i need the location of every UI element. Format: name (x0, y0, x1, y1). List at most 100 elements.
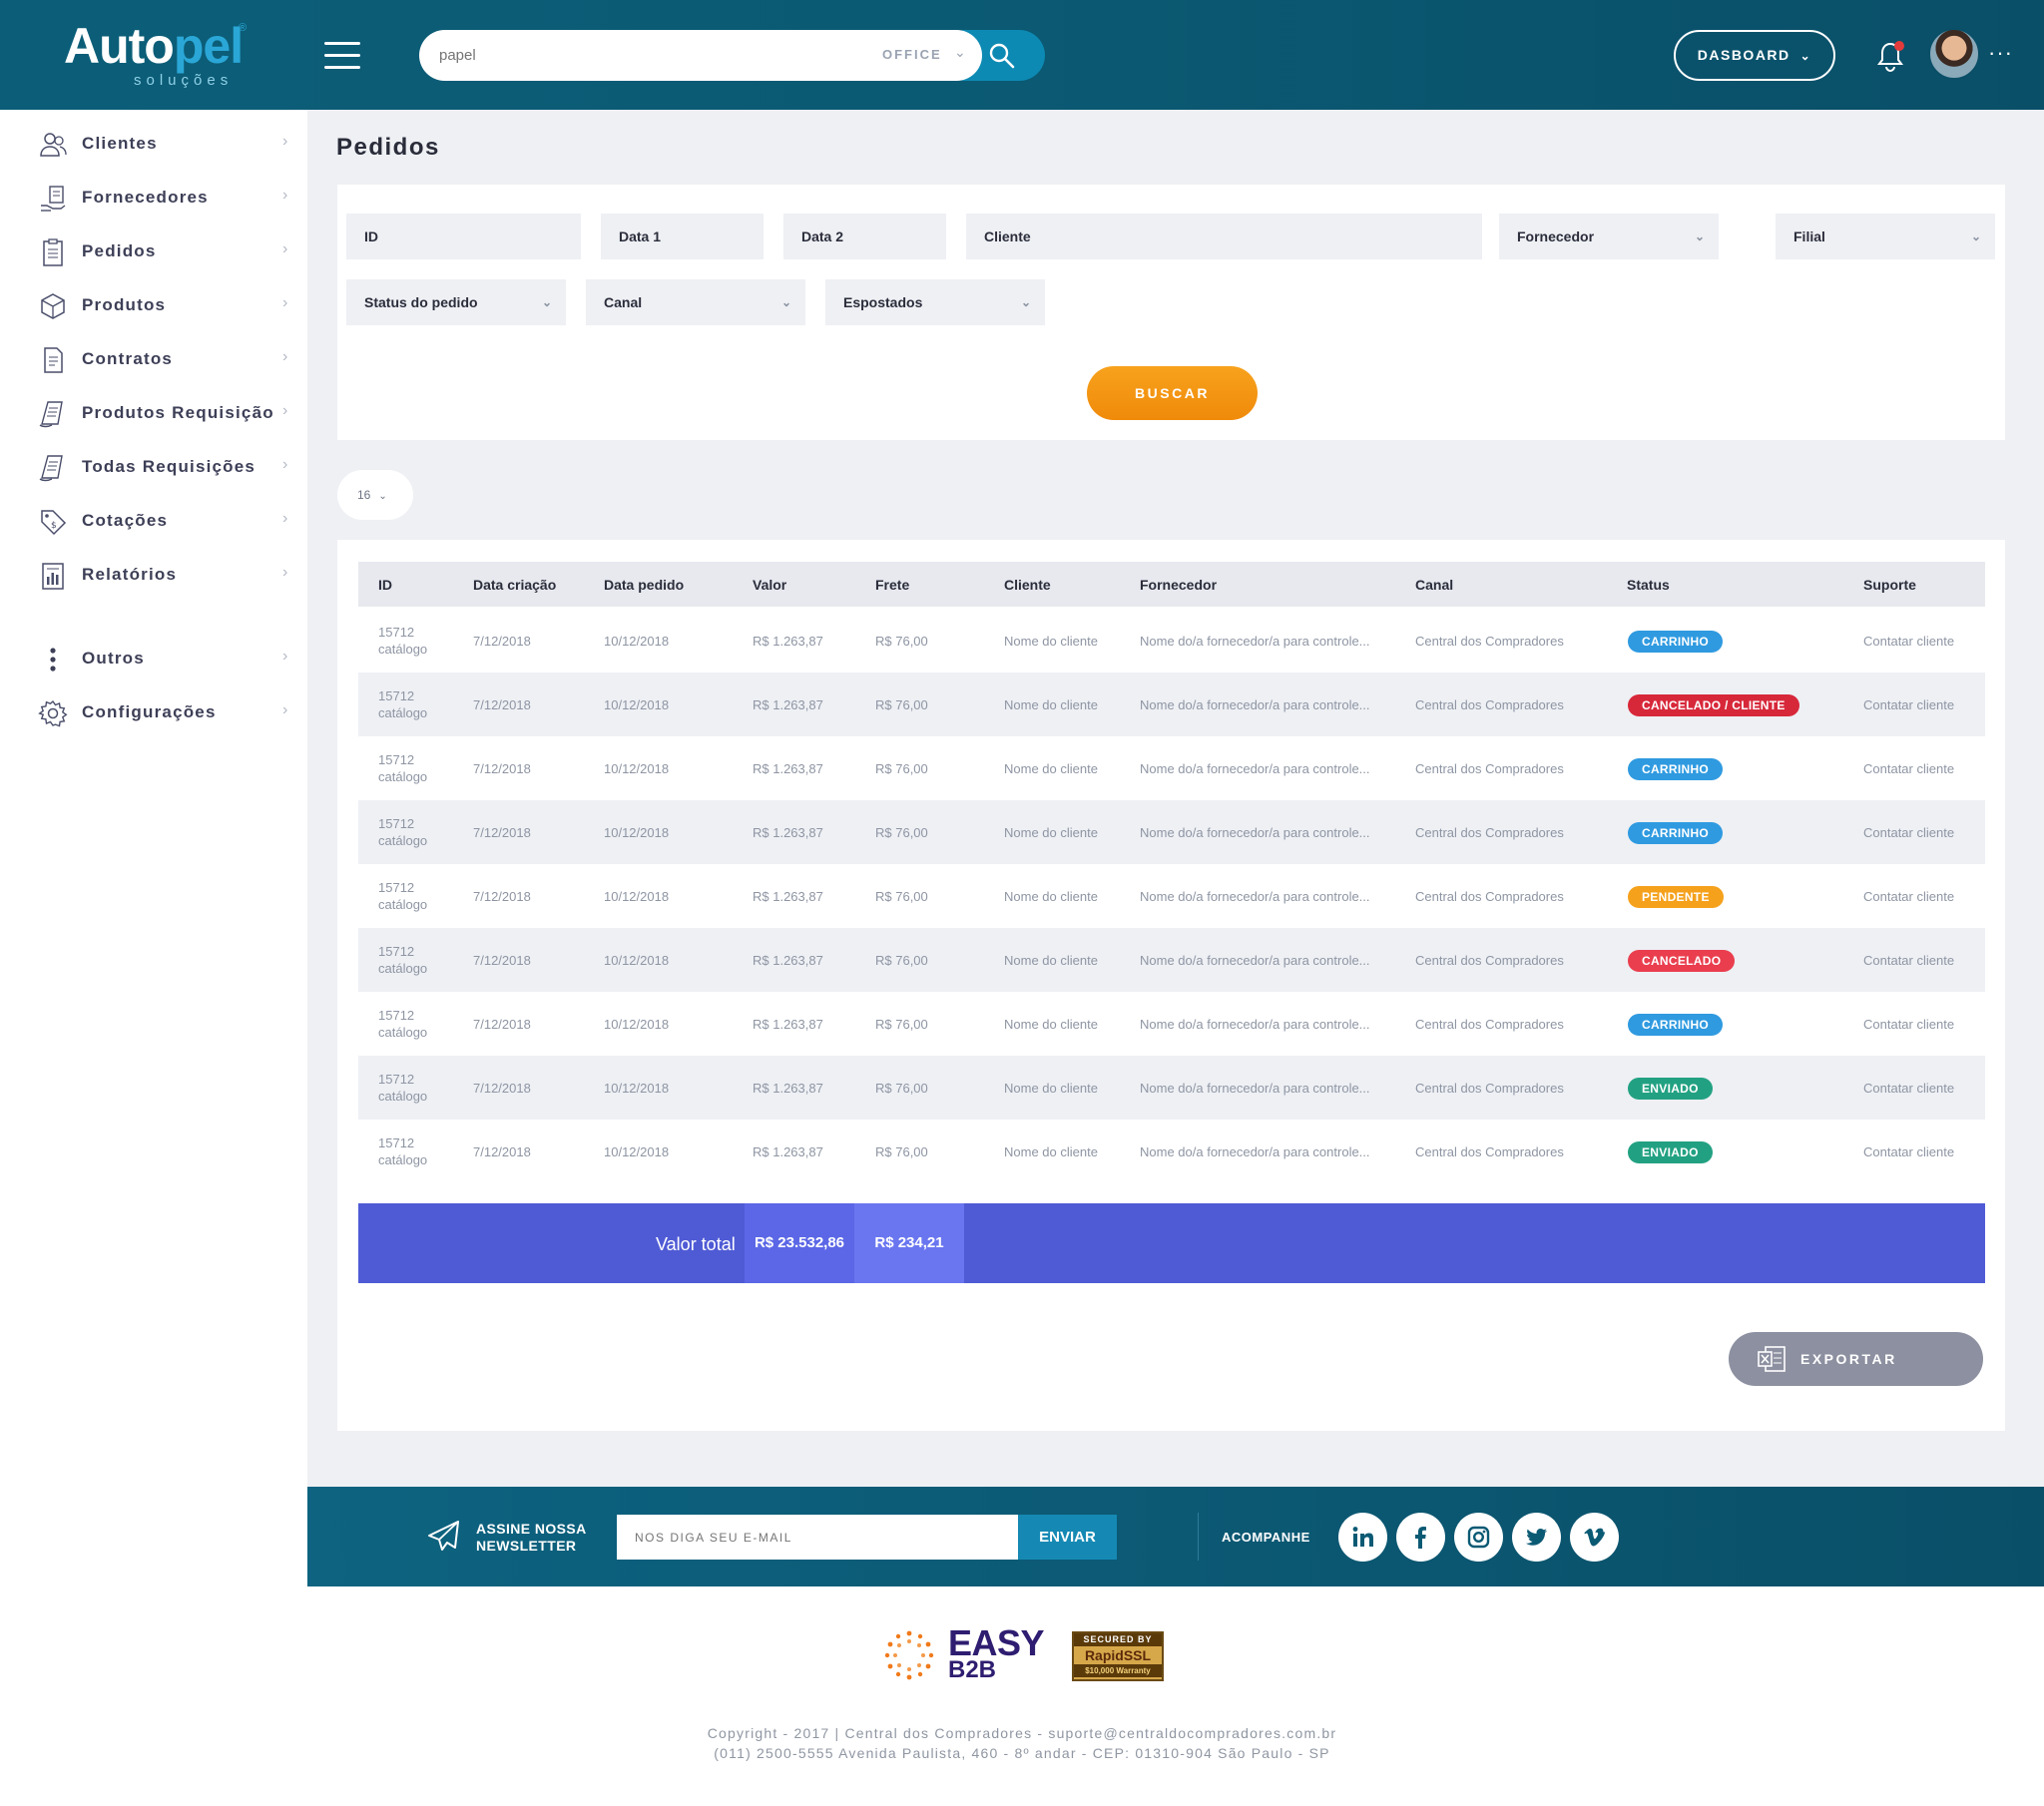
cell-cliente: Nome do cliente (1004, 1144, 1098, 1159)
filial-filter-select[interactable]: Filial ⌄ (1776, 214, 1995, 259)
order-type: catálogo (378, 897, 428, 912)
sidebar-item-produtos-requisicao[interactable]: Produtos Requisição › (0, 388, 307, 438)
header-id[interactable]: ID (378, 577, 392, 593)
chevron-down-icon: ⌄ (378, 491, 387, 502)
gear-icon (38, 699, 68, 727)
cliente-filter-label: Cliente (984, 228, 1031, 244)
order-id: 15712 (378, 944, 415, 959)
table-row[interactable]: 15712 catálogo 7/12/2018 10/12/2018 R$ 1.263… (358, 1056, 1985, 1120)
sidebar-item-clientes[interactable]: Clientes › (0, 119, 307, 169)
buscar-button[interactable]: BUSCAR (1087, 366, 1258, 420)
table-row[interactable]: 15712 catálogo 7/12/2018 10/12/2018 R$ 1.263… (358, 1120, 1985, 1183)
sidebar-item-label: Fornecedores (82, 188, 209, 207)
cell-fornecedor: Nome do/a fornecedor/a para controle... (1140, 1081, 1370, 1096)
sidebar-item-produtos[interactable]: Produtos › (0, 280, 307, 330)
contact-client-link[interactable]: Contatar cliente (1863, 1017, 1955, 1032)
contact-client-link[interactable]: Contatar cliente (1863, 825, 1955, 840)
sidebar-item-contratos[interactable]: Contratos › (0, 334, 307, 384)
sidebar-item-todas-requisicoes[interactable]: Todas Requisições › (0, 442, 307, 492)
chevron-right-icon: › (282, 240, 288, 257)
status-badge: ENVIADO (1628, 1078, 1713, 1100)
contact-client-link[interactable]: Contatar cliente (1863, 953, 1955, 968)
instagram-icon[interactable] (1454, 1513, 1503, 1562)
linkedin-icon[interactable] (1338, 1513, 1387, 1562)
sidebar-item-configuracoes[interactable]: Configurações › (0, 687, 307, 737)
total-frete: R$ 234,21 (854, 1203, 964, 1283)
newsletter-submit-button[interactable]: ENVIAR (1018, 1515, 1117, 1560)
contact-client-link[interactable]: Contatar cliente (1863, 697, 1955, 712)
sidebar-item-label: Produtos Requisição (82, 403, 274, 422)
status-badge: CANCELADO / CLIENTE (1628, 694, 1799, 716)
table-row[interactable]: 15712 catálogo 7/12/2018 10/12/2018 R$ 1.263… (358, 673, 1985, 736)
order-id-cell: 15712 catálogo (378, 751, 427, 785)
table-row[interactable]: 15712 catálogo 7/12/2018 10/12/2018 R$ 1.263… (358, 992, 1985, 1056)
status-filter-select[interactable]: Status do pedido ⌄ (346, 279, 566, 325)
facebook-icon[interactable] (1396, 1513, 1445, 1562)
vimeo-icon[interactable] (1570, 1513, 1619, 1562)
order-type: catálogo (378, 769, 428, 784)
rapidssl-badge[interactable]: SECURED BY RapidSSL $10,000 Warranty (1072, 1631, 1164, 1681)
table-row[interactable]: 15712 catálogo 7/12/2018 10/12/2018 R$ 1.263… (358, 800, 1985, 864)
cliente-filter-input[interactable]: Cliente (966, 214, 1482, 259)
contact-client-link[interactable]: Contatar cliente (1863, 1144, 1955, 1159)
contact-client-link[interactable]: Contatar cliente (1863, 1081, 1955, 1096)
data2-filter-input[interactable]: Data 2 (783, 214, 946, 259)
dashboard-dropdown[interactable]: DASBOARD ⌄ (1674, 30, 1835, 81)
sidebar-item-fornecedores[interactable]: Fornecedores › (0, 173, 307, 223)
canal-filter-select[interactable]: Canal ⌄ (586, 279, 805, 325)
cell-fornecedor: Nome do/a fornecedor/a para controle... (1140, 697, 1370, 712)
twitter-icon[interactable] (1512, 1513, 1561, 1562)
header-cliente[interactable]: Cliente (1004, 577, 1051, 593)
header-valor[interactable]: Valor (753, 577, 787, 593)
table-row[interactable]: 15712 catálogo 7/12/2018 10/12/2018 R$ 1.263… (358, 609, 1985, 673)
export-orders-button[interactable]: EXPORTAR PEDIDOS (1729, 1332, 1983, 1421)
more-options-icon[interactable]: ··· (1988, 40, 2013, 65)
contact-client-link[interactable]: Contatar cliente (1863, 889, 1955, 904)
sidebar-item-cotacoes[interactable]: $ Cotações › (0, 496, 307, 546)
data1-filter-input[interactable]: Data 1 (601, 214, 764, 259)
search-input[interactable] (419, 30, 982, 81)
espostados-filter-select[interactable]: Espostados ⌄ (825, 279, 1045, 325)
per-page-select[interactable]: 16 ⌄ (337, 470, 413, 520)
hamburger-menu-icon[interactable] (324, 42, 360, 70)
header-frete[interactable]: Frete (875, 577, 910, 593)
contact-client-link[interactable]: Contatar cliente (1863, 761, 1955, 776)
order-id: 15712 (378, 880, 415, 895)
table-row[interactable]: 15712 catálogo 7/12/2018 10/12/2018 R$ 1.263… (358, 864, 1985, 928)
cell-fornecedor: Nome do/a fornecedor/a para controle... (1140, 953, 1370, 968)
header-fornecedor[interactable]: Fornecedor (1140, 577, 1218, 593)
table-row[interactable]: 15712 catálogo 7/12/2018 10/12/2018 R$ 1.263… (358, 928, 1985, 992)
logo-text-a: Auto (64, 18, 175, 74)
fornecedor-filter-select[interactable]: Fornecedor ⌄ (1499, 214, 1719, 259)
header-data-criacao[interactable]: Data criação (473, 577, 557, 593)
search-scope-select[interactable]: OFFICE (882, 47, 942, 62)
order-id: 15712 (378, 1008, 415, 1023)
header-canal[interactable]: Canal (1415, 577, 1454, 593)
sidebar-item-outros[interactable]: Outros › (0, 634, 307, 683)
contact-client-link[interactable]: Contatar cliente (1863, 634, 1955, 649)
cell-canal: Central dos Compradores (1415, 825, 1564, 840)
cell-frete: R$ 76,00 (875, 1144, 928, 1159)
sidebar-item-relatorios[interactable]: Relatórios › (0, 550, 307, 600)
autopel-logo[interactable]: Autopel ® soluções (64, 20, 254, 92)
id-filter-input[interactable]: ID (346, 214, 581, 259)
header-data-pedido[interactable]: Data pedido (604, 577, 685, 593)
header-suporte[interactable]: Suporte (1863, 577, 1916, 593)
chevron-down-icon: ⌄ (1970, 229, 1981, 243)
table-row[interactable]: 15712 catálogo 7/12/2018 10/12/2018 R$ 1.263… (358, 736, 1985, 800)
cell-criacao: 7/12/2018 (473, 1017, 531, 1032)
cell-canal: Central dos Compradores (1415, 761, 1564, 776)
order-type: catálogo (378, 961, 428, 976)
status-filter-label: Status do pedido (364, 294, 478, 310)
sidebar-item-pedidos[interactable]: Pedidos › (0, 226, 307, 276)
easy-b2b-logo-mark (884, 1630, 934, 1680)
avatar[interactable] (1928, 28, 1980, 80)
cell-valor: R$ 1.263,87 (753, 1017, 823, 1032)
newsletter-email-input[interactable] (617, 1515, 1018, 1560)
paper-plane-icon (428, 1521, 459, 1551)
chevron-right-icon: › (282, 187, 288, 204)
cell-frete: R$ 76,00 (875, 761, 928, 776)
cell-fornecedor: Nome do/a fornecedor/a para controle... (1140, 825, 1370, 840)
header-status[interactable]: Status (1627, 577, 1670, 593)
cell-pedido: 10/12/2018 (604, 697, 670, 712)
